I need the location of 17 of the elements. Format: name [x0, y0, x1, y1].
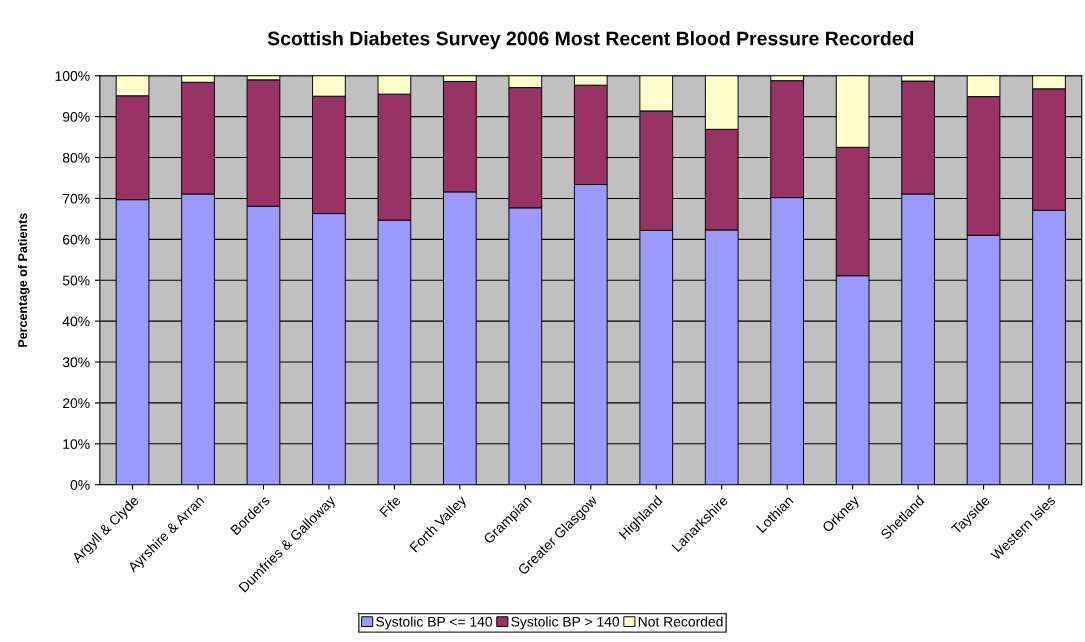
chart-title: Scottish Diabetes Survey 2006 Most Recent Blood Pressure Recorded: [267, 31, 914, 50]
y-tick-label: 40%: [62, 316, 90, 327]
y-tick-label: 100%: [55, 71, 90, 81]
y-tick-label: 60%: [63, 234, 90, 245]
y-tick-label: 90%: [62, 111, 90, 122]
legend-label: Not Recorded: [638, 616, 723, 627]
y-tick-label: 0%: [70, 480, 90, 490]
y-tick-label: 20%: [63, 398, 90, 409]
y-tick-label: 30%: [62, 357, 90, 368]
y-tick-label: 50%: [62, 275, 90, 286]
legend-label: Systolic BP > 140: [511, 616, 620, 630]
y-tick-label: 70%: [63, 193, 90, 204]
x-tick-label: Fife: [378, 494, 402, 518]
legend-label: Systolic BP <= 140: [376, 616, 493, 630]
y-tick-label: 80%: [62, 152, 90, 163]
y-tick-label: 10%: [63, 439, 90, 449]
y-axis-title: Percentage of Patients: [17, 213, 30, 347]
